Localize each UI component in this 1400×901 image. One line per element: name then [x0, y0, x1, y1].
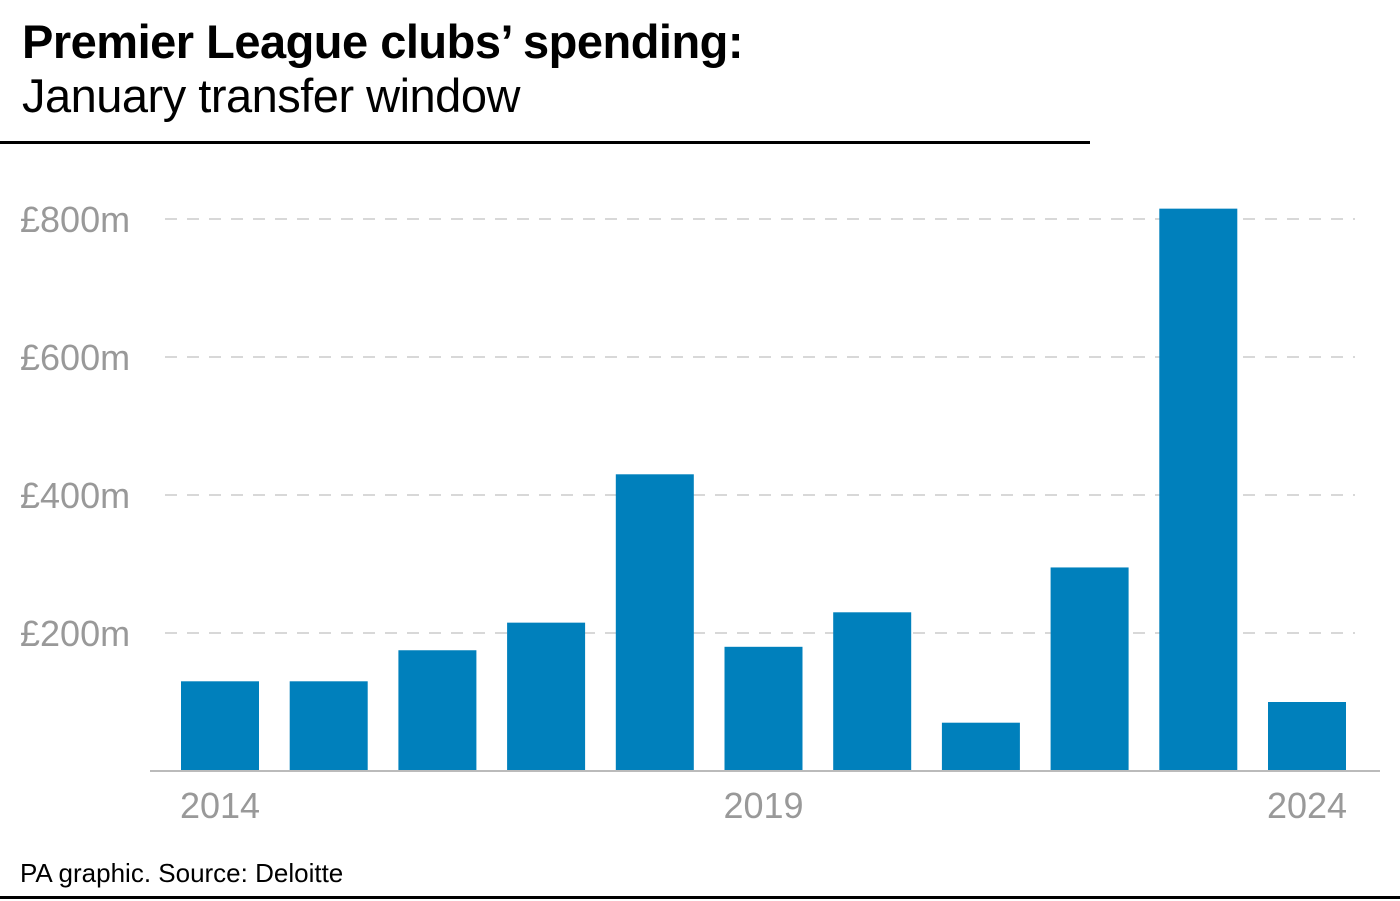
- x-tick-label: 2014: [180, 785, 260, 826]
- bar-2018: [615, 474, 694, 771]
- y-tick-label: £200m: [20, 613, 130, 654]
- bar-2017: [507, 622, 586, 771]
- bar-2014: [181, 681, 259, 771]
- source-note: PA graphic. Source: Deloitte: [20, 858, 344, 888]
- y-tick-label: £600m: [20, 337, 130, 378]
- bar-2023: [1159, 208, 1238, 771]
- bar-2019: [724, 646, 803, 771]
- chart-title: Premier League clubs’ spending:: [22, 15, 744, 68]
- bar-2021: [941, 722, 1020, 771]
- chart-subtitle: January transfer window: [22, 69, 520, 122]
- y-tick-label: £400m: [20, 475, 130, 516]
- bottom-rule: [0, 896, 1400, 899]
- bar-2015: [289, 681, 368, 771]
- y-tick-label: £800m: [20, 199, 130, 240]
- bar-2022: [1050, 567, 1129, 771]
- x-tick-label: 2019: [723, 785, 803, 826]
- top-rule: [0, 141, 1090, 144]
- bar-2016: [398, 650, 477, 771]
- x-tick-label: 2024: [1267, 785, 1347, 826]
- bar-2024: [1268, 702, 1346, 771]
- bar-2020: [833, 612, 912, 771]
